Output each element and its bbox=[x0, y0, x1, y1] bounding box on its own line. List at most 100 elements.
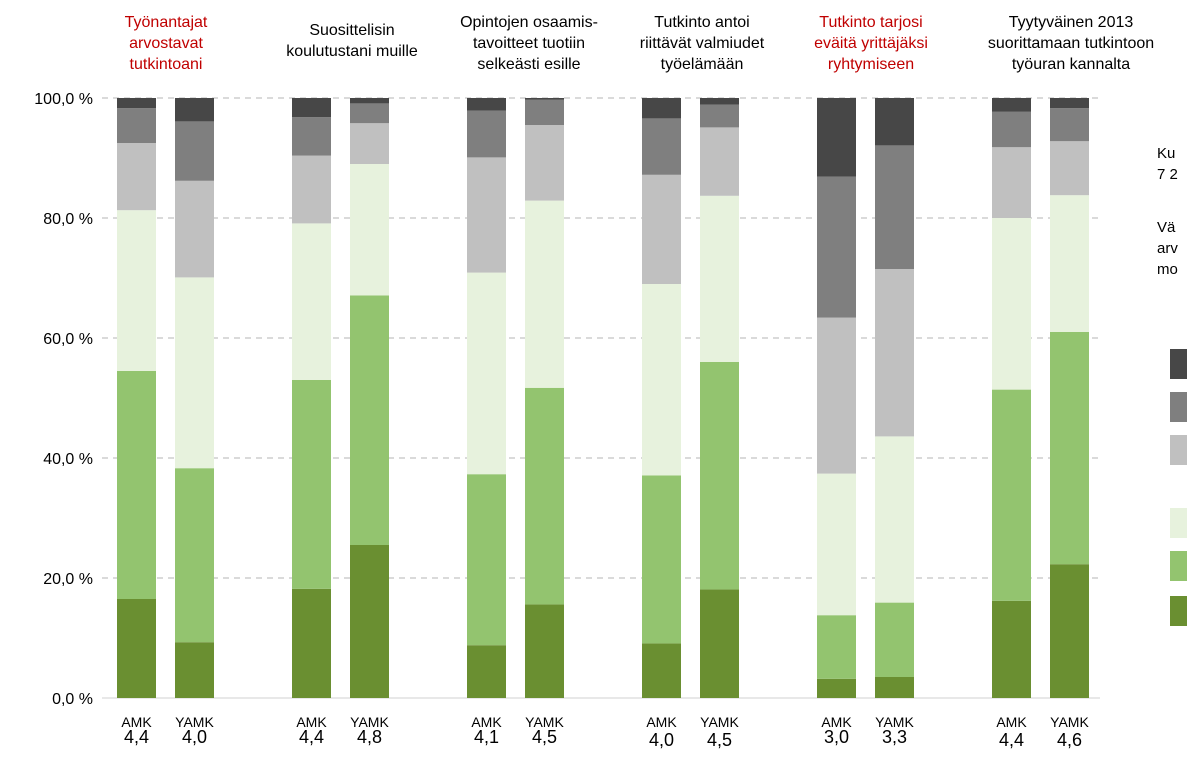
bar-segment bbox=[467, 157, 506, 273]
legend-swatch bbox=[1170, 551, 1187, 581]
group-title-line: työuran kannalta bbox=[1012, 56, 1130, 73]
mean-value: 4,1 bbox=[474, 727, 499, 747]
group-title: Tutkinto tarjosi eväitä yrittäjäksi ryhtym… bbox=[814, 14, 928, 73]
bar-segment bbox=[1050, 564, 1089, 698]
group-title-line: selkeästi esille bbox=[477, 56, 580, 73]
bar-segment bbox=[1050, 332, 1089, 565]
bar-segment bbox=[992, 98, 1031, 112]
side-note-text: mo bbox=[1157, 261, 1178, 278]
group-title-line: Suosittelisin bbox=[309, 22, 394, 39]
bar-segment bbox=[700, 98, 739, 105]
bar-segment bbox=[817, 473, 856, 616]
bar-segment bbox=[875, 602, 914, 677]
group-title-line: työelämään bbox=[661, 56, 744, 73]
y-tick-label: 40,0 % bbox=[43, 451, 93, 468]
bar-segment bbox=[292, 588, 331, 698]
bar-segment bbox=[875, 269, 914, 437]
bar-segment bbox=[350, 123, 389, 164]
group-title: Opintojen osaamis-tavoitteet tuotiin selk… bbox=[460, 14, 598, 73]
group-title-line: koulutustani muille bbox=[286, 43, 418, 60]
legend-swatch bbox=[1170, 508, 1187, 538]
bar-segment bbox=[350, 545, 389, 698]
bar-segment bbox=[817, 615, 856, 679]
mean-value: 4,4 bbox=[299, 727, 324, 747]
bar-segment bbox=[350, 295, 389, 545]
bar-segment bbox=[1050, 108, 1089, 142]
bar-segment bbox=[467, 645, 506, 698]
bar-segment bbox=[525, 99, 564, 125]
mean-value: 3,0 bbox=[824, 727, 849, 747]
group-title-line: Tutkinto antoi bbox=[654, 14, 749, 31]
y-tick-label: 80,0 % bbox=[43, 211, 93, 228]
y-tick-label: 100,0 % bbox=[34, 91, 93, 108]
legend-swatch bbox=[1170, 596, 1187, 626]
x-category-label: YAMK bbox=[700, 714, 739, 730]
bar-segment bbox=[117, 371, 156, 599]
bar-segment bbox=[525, 125, 564, 201]
bar-segment bbox=[875, 436, 914, 603]
group-title-line: arvostavat bbox=[129, 35, 203, 52]
bar-segment bbox=[175, 98, 214, 122]
group-title-line: tutkintoani bbox=[130, 56, 203, 73]
bar-segment bbox=[642, 98, 681, 119]
legend-swatch bbox=[1170, 435, 1187, 465]
x-category-label: YAMK bbox=[350, 714, 389, 730]
bar-segment bbox=[1050, 98, 1089, 109]
bar-segment bbox=[817, 176, 856, 318]
bar-segment bbox=[292, 117, 331, 156]
bar-segment bbox=[175, 180, 214, 278]
bar-segment bbox=[700, 362, 739, 590]
y-tick-label: 0,0 % bbox=[52, 691, 93, 708]
bar-segment bbox=[992, 147, 1031, 218]
group-titles: Työnantajat arvostavat tutkintoani Suositte… bbox=[125, 14, 1155, 73]
bar-segment bbox=[292, 155, 331, 224]
bar-segment bbox=[117, 143, 156, 211]
group-title: Suosittelisin koulutustani muille bbox=[286, 22, 418, 60]
bar-segment bbox=[875, 145, 914, 269]
side-note: Ku 7 2 Vä arv mo bbox=[1157, 145, 1178, 278]
bar-segment bbox=[817, 98, 856, 177]
mean-value: 4,4 bbox=[124, 727, 149, 747]
x-category-label: AMK bbox=[646, 714, 677, 730]
bar-segment bbox=[467, 474, 506, 646]
bar-segment bbox=[467, 110, 506, 158]
group-title-line: Työnantajat bbox=[125, 14, 208, 31]
bar-segment bbox=[292, 380, 331, 589]
bar-segment bbox=[525, 98, 564, 100]
mean-value: 4,5 bbox=[532, 727, 557, 747]
bar-segment bbox=[817, 317, 856, 474]
x-category-label: AMK bbox=[821, 714, 852, 730]
group-title-line: tavoitteet tuotiin bbox=[473, 35, 585, 52]
bar-segment bbox=[875, 677, 914, 698]
x-category-label: AMK bbox=[121, 714, 152, 730]
y-tick-label: 60,0 % bbox=[43, 331, 93, 348]
bar-segment bbox=[642, 118, 681, 175]
bar-segment bbox=[642, 643, 681, 698]
mean-value: 3,3 bbox=[882, 727, 907, 747]
legend-swatch bbox=[1170, 392, 1187, 422]
bar-segment bbox=[467, 98, 506, 111]
x-category-label: AMK bbox=[996, 714, 1027, 730]
side-note-text: Vä bbox=[1157, 219, 1176, 236]
legend-swatch bbox=[1170, 349, 1187, 379]
group-title-line: Opintojen osaamis- bbox=[460, 14, 598, 31]
bar-segment bbox=[117, 599, 156, 698]
grid-lines bbox=[102, 97, 1100, 699]
bar-segment bbox=[700, 589, 739, 698]
bar-segment bbox=[117, 210, 156, 371]
bar-segment bbox=[1050, 195, 1089, 332]
bar-segment bbox=[292, 98, 331, 118]
x-category-label: YAMK bbox=[1050, 714, 1089, 730]
x-category-label: YAMK bbox=[525, 714, 564, 730]
bar-segment bbox=[700, 104, 739, 128]
group-title: Työnantajat arvostavat tutkintoani bbox=[125, 14, 208, 73]
group-title: Tyytyväinen 2013 suorittamaan tutkintoon t… bbox=[988, 14, 1154, 73]
group-title-line: suorittamaan tutkintoon bbox=[988, 35, 1154, 52]
bar-segment bbox=[525, 200, 564, 388]
legend bbox=[1170, 349, 1187, 626]
bar-segment bbox=[992, 111, 1031, 148]
side-note-text: 7 2 bbox=[1157, 166, 1178, 183]
bar-segment bbox=[175, 642, 214, 698]
bar-segment bbox=[525, 387, 564, 605]
